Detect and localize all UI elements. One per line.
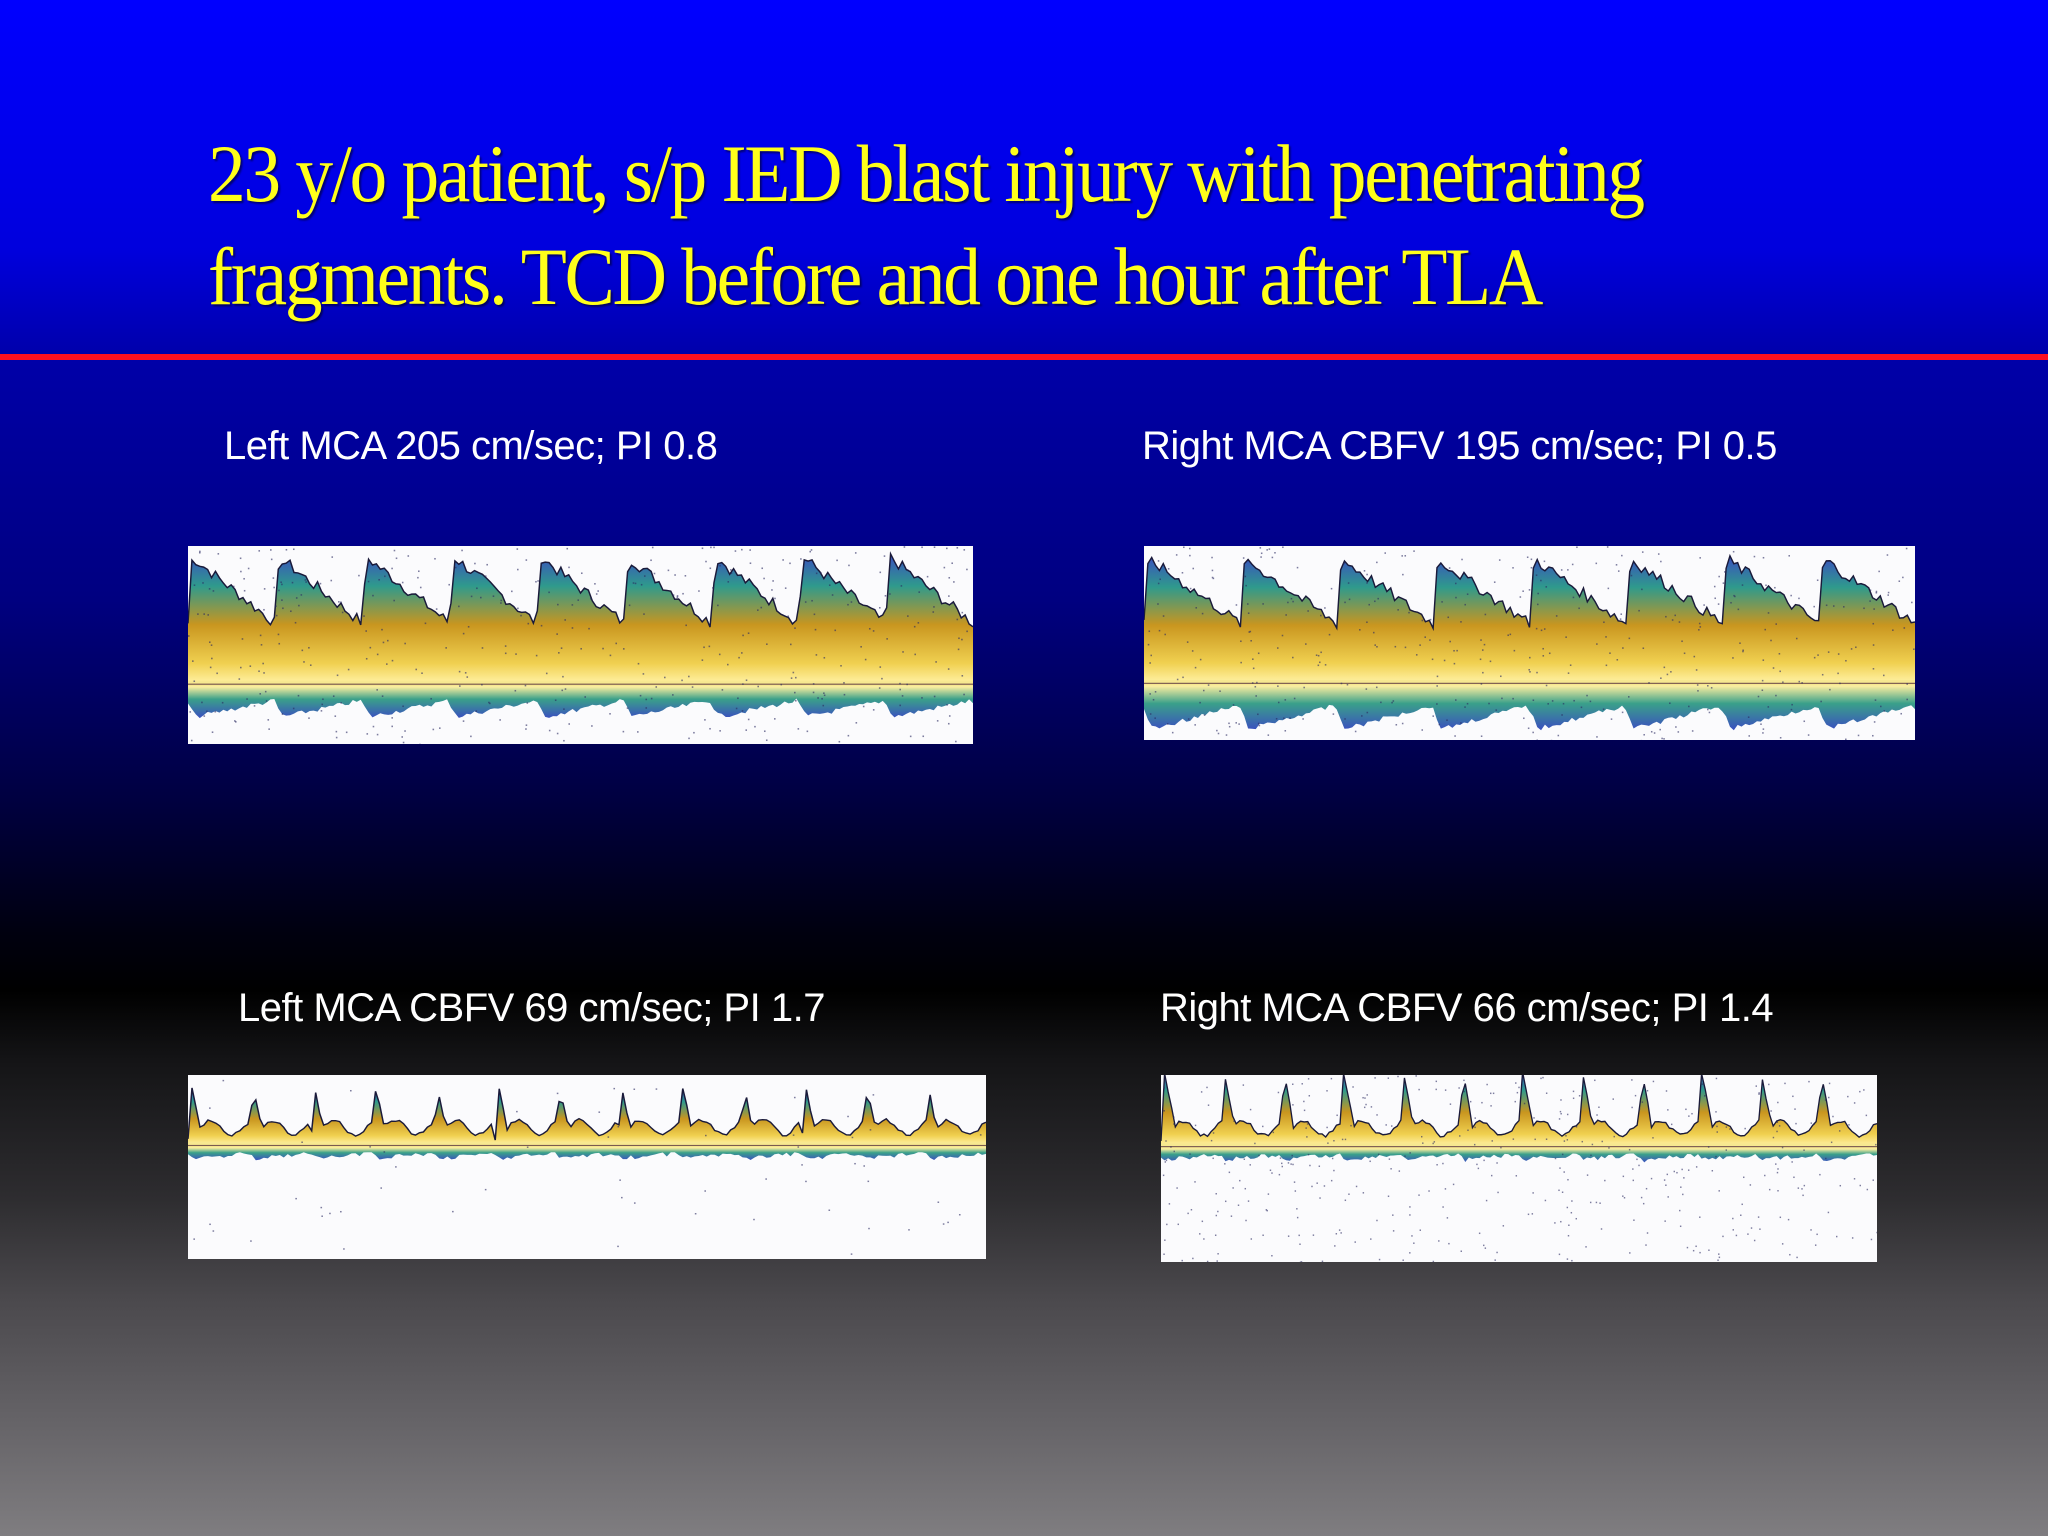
spectral-waveform-graphic	[188, 1079, 986, 1255]
doppler-waveform-left-mca-before	[188, 546, 973, 744]
doppler-waveform-left-mca-after	[188, 1075, 986, 1259]
spectral-waveform-graphic	[188, 546, 973, 744]
caption-left-mca-after: Left MCA CBFV 69 cm/sec; PI 1.7	[238, 986, 825, 1030]
caption-right-mca-before: Right MCA CBFV 195 cm/sec; PI 0.5	[1142, 424, 1777, 468]
spectral-waveform-graphic	[1161, 1075, 1877, 1262]
title-divider	[0, 354, 2048, 360]
caption-right-mca-after: Right MCA CBFV 66 cm/sec; PI 1.4	[1160, 986, 1774, 1030]
doppler-waveform-right-mca-before	[1144, 546, 1915, 740]
doppler-waveform-right-mca-after	[1161, 1075, 1877, 1262]
spectral-waveform-graphic	[1144, 546, 1915, 740]
slide-title: 23 y/o patient, s/p IED blast injury wit…	[208, 128, 1645, 322]
caption-left-mca-before: Left MCA 205 cm/sec; PI 0.8	[224, 424, 718, 468]
